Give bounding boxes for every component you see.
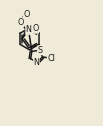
- Text: O: O: [23, 10, 29, 19]
- Text: N: N: [26, 25, 32, 34]
- Text: N: N: [33, 58, 39, 67]
- Text: O: O: [32, 24, 39, 33]
- Text: O: O: [18, 18, 24, 27]
- Text: Cl: Cl: [47, 54, 55, 63]
- Text: S: S: [37, 46, 43, 55]
